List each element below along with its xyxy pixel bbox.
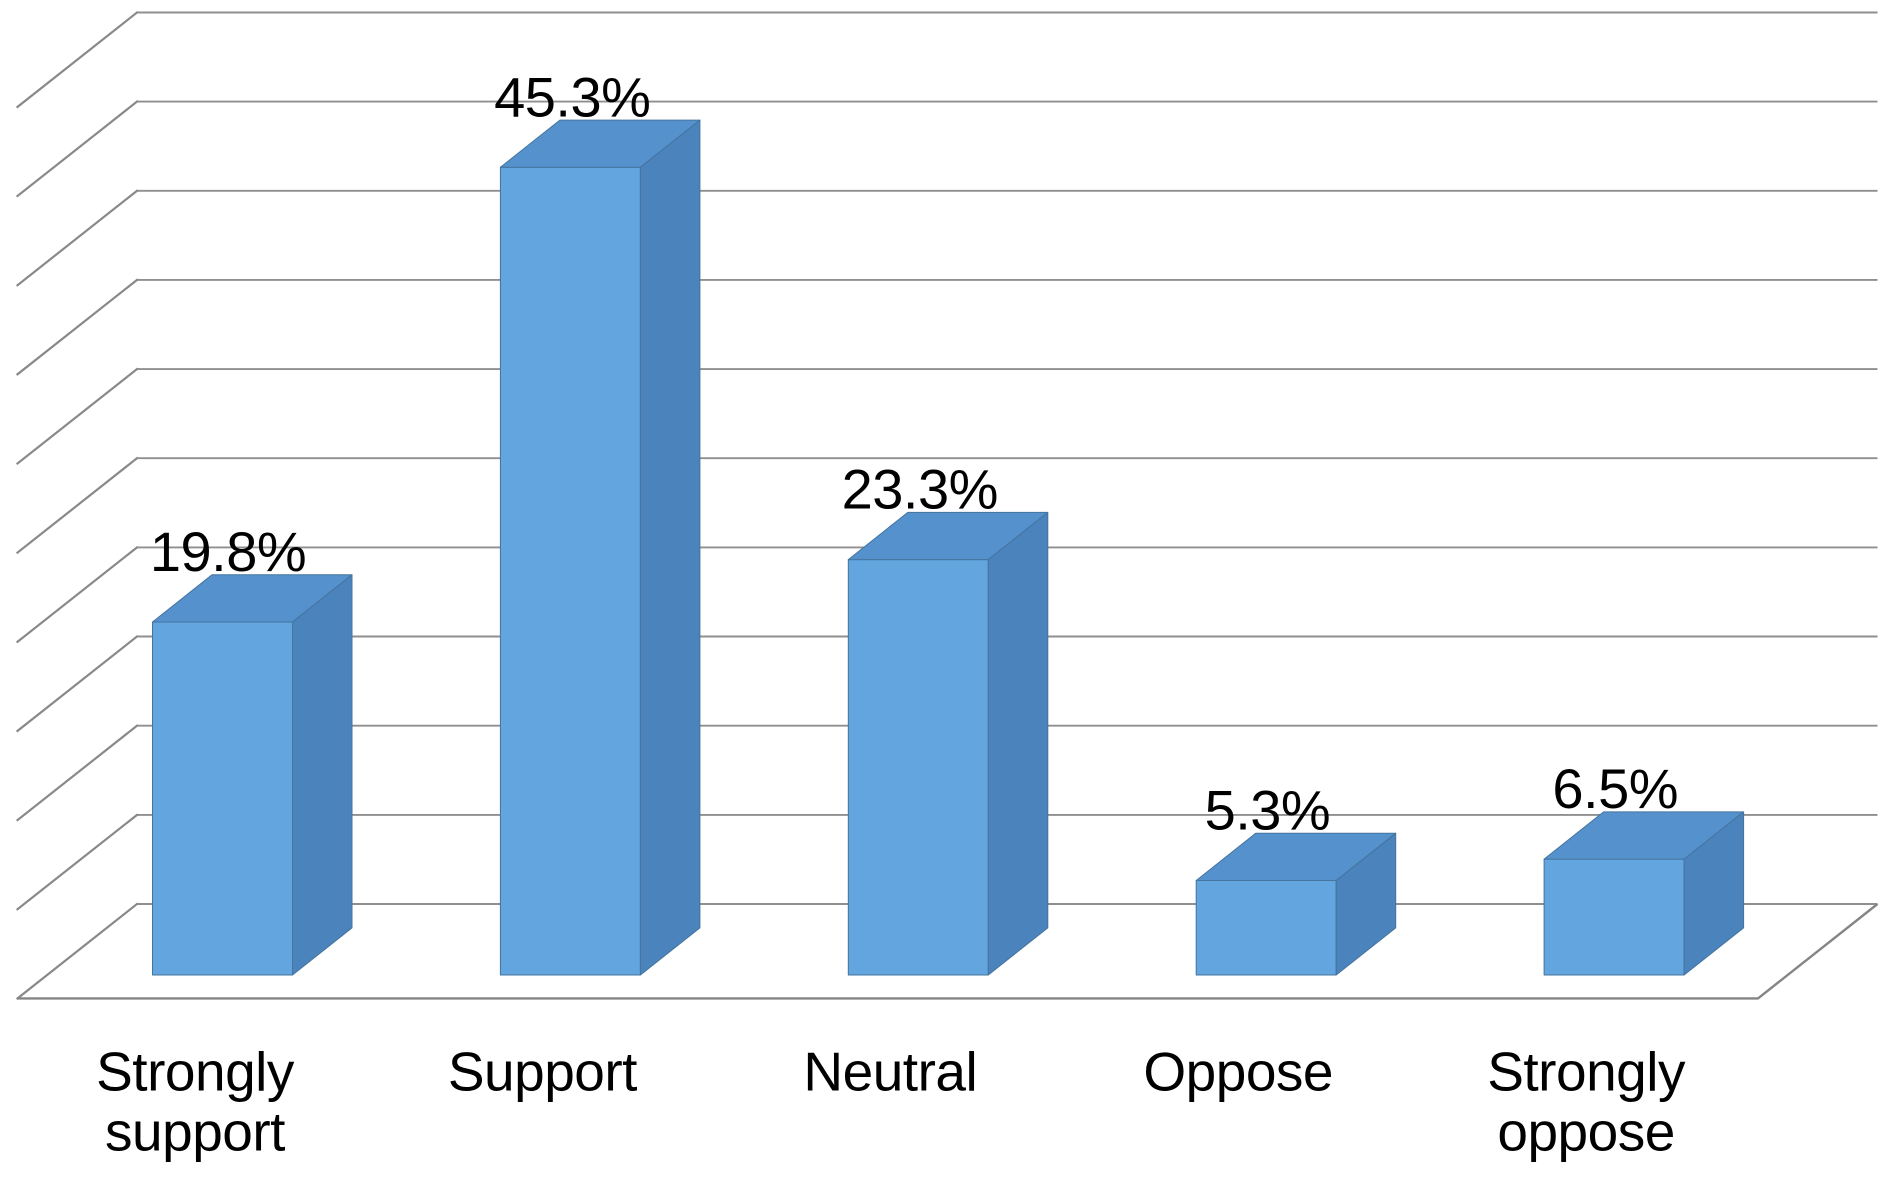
svg-text:23.3%: 23.3%	[842, 458, 998, 521]
svg-text:Strongly: Strongly	[1487, 1041, 1686, 1103]
svg-text:19.8%: 19.8%	[150, 520, 306, 583]
svg-text:Support: Support	[448, 1041, 637, 1103]
svg-text:6.5%: 6.5%	[1552, 757, 1678, 820]
svg-text:support: support	[105, 1101, 285, 1163]
svg-text:Neutral: Neutral	[803, 1041, 977, 1103]
svg-text:45.3%: 45.3%	[494, 65, 650, 128]
svg-text:oppose: oppose	[1497, 1101, 1674, 1163]
svg-text:Oppose: Oppose	[1143, 1041, 1333, 1103]
svg-text:Strongly: Strongly	[96, 1041, 295, 1103]
svg-text:5.3%: 5.3%	[1205, 779, 1331, 842]
